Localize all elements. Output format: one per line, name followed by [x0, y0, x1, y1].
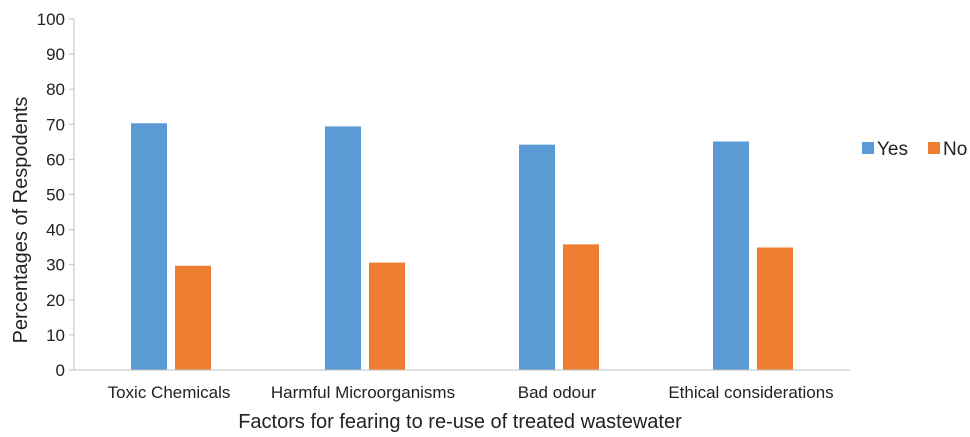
bar-no-2: [563, 244, 599, 370]
legend-label-no: No: [943, 139, 967, 160]
x-axis-category-labels: Toxic Chemicals Harmful Microorganisms Bad…: [108, 383, 834, 402]
bars: [131, 123, 793, 370]
x-category-label: Bad odour: [518, 383, 597, 402]
y-tick-label: 40: [46, 221, 65, 240]
legend: Yes No: [862, 139, 967, 160]
bar-yes-3: [713, 141, 749, 370]
y-tick-label: 100: [37, 10, 65, 29]
x-axis-title: Factors for fearing to re-use of treated…: [238, 411, 682, 433]
y-tick-label: 0: [56, 361, 65, 380]
bar-yes-1: [325, 126, 361, 370]
x-category-label: Harmful Microorganisms: [271, 383, 455, 402]
x-category-label: Toxic Chemicals: [108, 383, 231, 402]
bar-no-1: [369, 262, 405, 370]
bar-yes-0: [131, 123, 167, 370]
legend-label-yes: Yes: [877, 139, 908, 160]
y-tick-label: 20: [46, 291, 65, 310]
bar-no-3: [757, 247, 793, 370]
y-axis-ticks: 0 10 20 30 40 50 60 70 80 90 100: [37, 10, 74, 380]
y-tick-label: 50: [46, 186, 65, 205]
y-tick-label: 60: [46, 150, 65, 169]
bar-yes-2: [519, 144, 555, 370]
y-tick-label: 10: [46, 326, 65, 345]
x-category-label: Ethical considerations: [668, 383, 833, 402]
legend-swatch-yes: [862, 142, 874, 154]
y-tick-label: 80: [46, 80, 65, 99]
y-tick-label: 70: [46, 115, 65, 134]
bar-no-0: [175, 265, 211, 370]
legend-swatch-no: [928, 142, 940, 154]
y-tick-label: 30: [46, 256, 65, 275]
y-tick-label: 90: [46, 45, 65, 64]
y-axis-title: Percentages of Respodents: [10, 97, 32, 344]
